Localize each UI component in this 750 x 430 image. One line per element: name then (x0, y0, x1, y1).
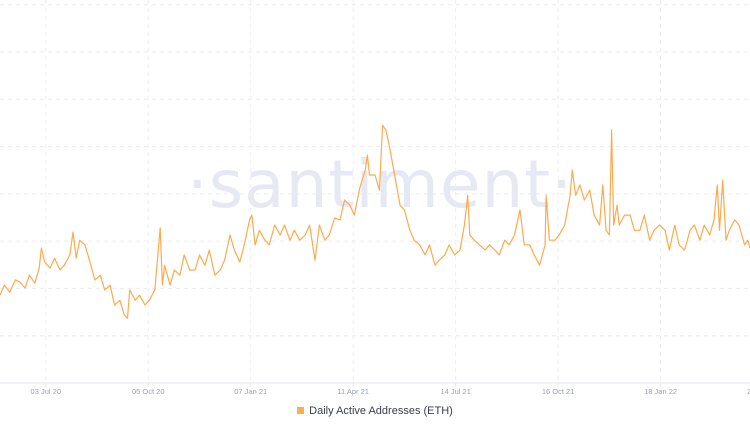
x-tick-label: 16 Oct 21 (542, 387, 575, 396)
x-tick-label: 11 Apr 21 (337, 387, 369, 396)
x-tick-label: 14 Jul 21 (440, 387, 470, 396)
series-layer (0, 124, 750, 319)
x-tick-label: 05 Oct 20 (132, 387, 165, 396)
x-tick-label: 07 Jan 21 (234, 387, 267, 396)
x-tick-label: 03 Jul 20 (31, 387, 61, 396)
line-chart: 03 Jul 20 05 Oct 20 07 Jan 21 11 Apr 21 14 J… (0, 0, 750, 396)
x-tick-label: 18 Jan 22 (644, 387, 677, 396)
legend-swatch (297, 407, 305, 414)
grid (0, 0, 750, 383)
x-axis: 03 Jul 20 05 Oct 20 07 Jan 21 11 Apr 21 14 J… (0, 382, 750, 396)
x-tick-label: 22 Apr 22 (747, 387, 750, 396)
series-line-daily-active-addresses (0, 124, 750, 319)
legend[interactable]: Daily Active Addresses (ETH) (0, 405, 750, 417)
legend-label: Daily Active Addresses (ETH) (309, 405, 453, 417)
